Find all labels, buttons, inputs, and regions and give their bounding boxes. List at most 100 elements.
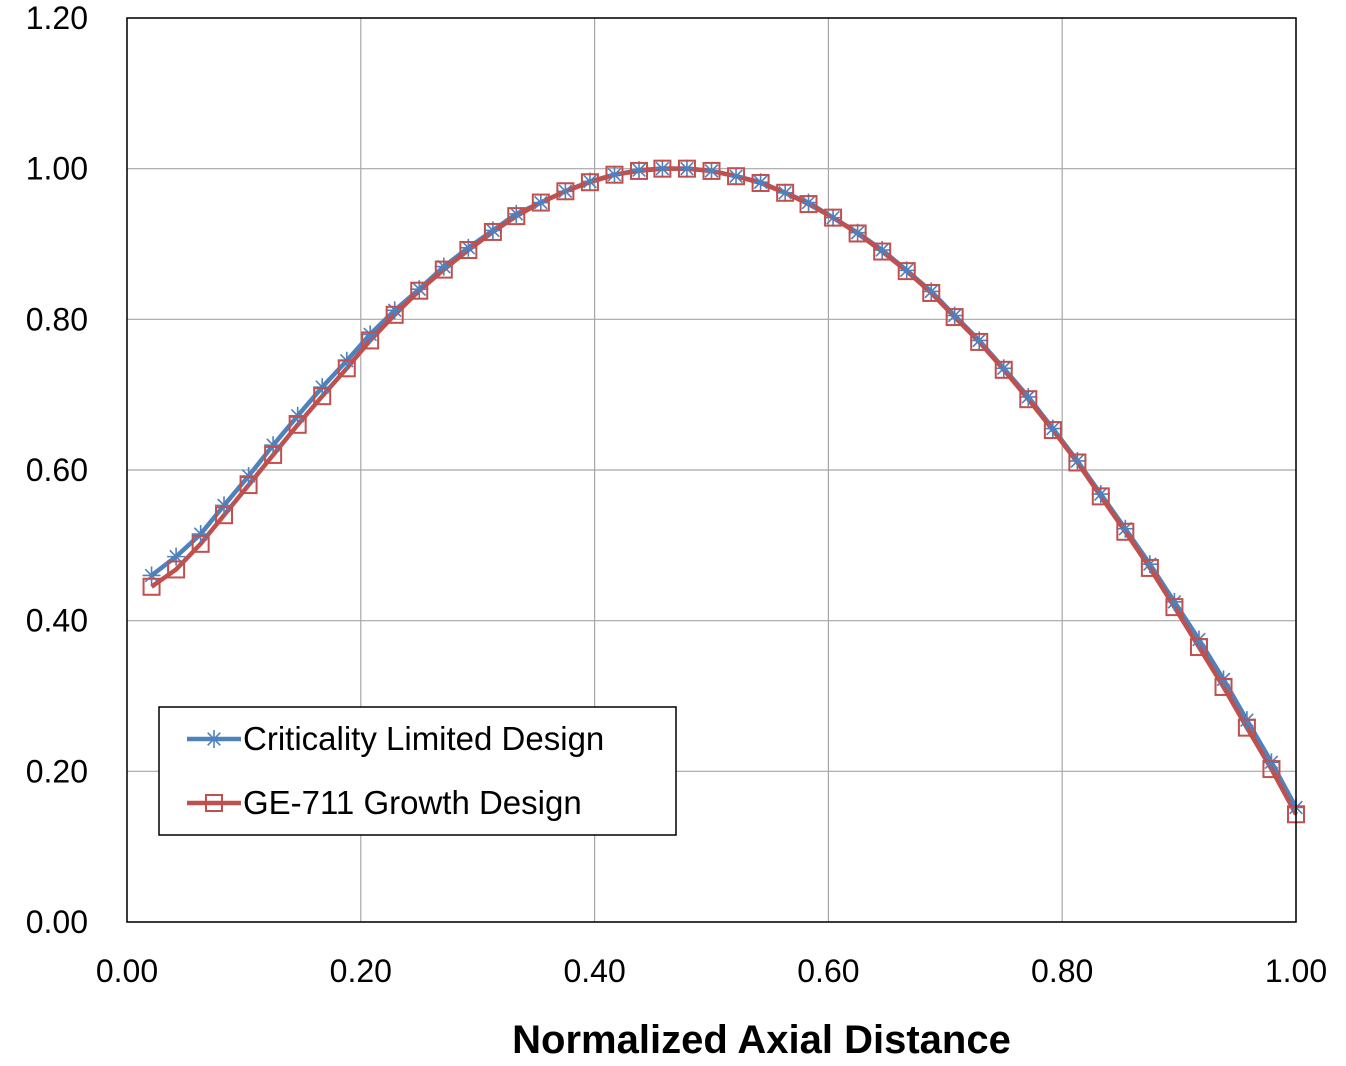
data-point-square (459, 241, 478, 260)
x-tick-label: 0.00 (96, 953, 158, 989)
data-point-square (167, 560, 186, 579)
y-tick-label: 0.00 (26, 904, 88, 940)
x-tick-label: 0.80 (1031, 953, 1093, 989)
data-point-asterisk (361, 325, 380, 344)
y-tick-label: 1.20 (26, 0, 88, 36)
data-point-asterisk (313, 378, 332, 397)
x-tick-label: 0.40 (563, 953, 625, 989)
data-point-asterisk (239, 467, 258, 486)
y-tick-label: 1.00 (26, 151, 88, 187)
data-point-asterisk (264, 436, 283, 455)
data-point-square (531, 193, 550, 212)
data-point-asterisk (824, 208, 843, 227)
data-point-square (313, 387, 332, 406)
data-point-asterisk (205, 730, 223, 748)
data-point-square (385, 305, 404, 324)
data-point-asterisk (507, 204, 526, 223)
data-point-square (1140, 558, 1159, 577)
legend-box (158, 706, 677, 836)
data-point-square (556, 182, 575, 201)
data-point-square (239, 476, 258, 495)
data-point-asterisk (142, 566, 161, 585)
data-point-square (873, 242, 892, 261)
data-point-square (1091, 487, 1110, 506)
data-point-square (1116, 522, 1135, 541)
y-tick-label: 0.60 (26, 452, 88, 488)
data-point-square (337, 359, 356, 378)
plot-area-frame (126, 17, 1297, 923)
y-tick-label: 0.80 (26, 301, 88, 337)
data-point-square (507, 207, 526, 226)
data-point-square (994, 360, 1013, 379)
data-point-asterisk (776, 183, 795, 202)
data-point-square (191, 534, 210, 553)
data-point-asterisk (1262, 753, 1281, 772)
series-line-2 (150, 166, 1298, 816)
data-point-asterisk (556, 182, 575, 201)
data-point-asterisk (702, 161, 721, 180)
data-point-square (848, 224, 867, 243)
data-point-square (1019, 390, 1038, 409)
data-point-asterisk (848, 223, 867, 242)
data-point-asterisk (605, 165, 624, 184)
data-point-square (205, 794, 223, 812)
data-point-square (751, 173, 770, 192)
legend: Criticality Limited Design GE-711 Growth … (158, 706, 677, 836)
data-point-square (922, 283, 941, 302)
data-point-square (776, 183, 795, 202)
data-point-square (702, 161, 721, 180)
data-point-square (361, 331, 380, 350)
x-tick-label: 0.20 (330, 953, 392, 989)
data-point-square (1043, 421, 1062, 440)
data-point-asterisk (1140, 555, 1159, 574)
data-point-asterisk (677, 159, 696, 178)
data-point-square (605, 165, 624, 184)
legend-label: GE-711 Growth Design (243, 784, 582, 821)
legend-entry: GE-711 Growth Design (187, 784, 582, 821)
data-point-square (1165, 598, 1184, 617)
data-point-square (630, 161, 649, 180)
y-tick-label: 0.20 (26, 753, 88, 789)
data-point-asterisk (385, 301, 404, 320)
data-point-asterisk (751, 173, 770, 192)
data-point-square (142, 577, 161, 596)
data-point-square (1189, 638, 1208, 657)
legend-entry: Criticality Limited Design (187, 720, 604, 757)
data-point-asterisk (580, 172, 599, 191)
x-axis-tick-labels: 0.00 0.20 0.40 0.60 0.80 1.00 (96, 953, 1327, 989)
data-point-square (288, 415, 307, 434)
data-point-square (410, 281, 429, 300)
data-point-square (945, 308, 964, 327)
data-point-square (799, 195, 818, 214)
data-point-square (1068, 453, 1087, 472)
data-point-square (434, 260, 453, 279)
x-tick-label: 1.00 (1265, 953, 1327, 989)
data-point-asterisk (191, 525, 210, 544)
y-tick-label: 0.40 (26, 603, 88, 639)
data-point-square (1214, 677, 1233, 696)
data-point-asterisk (653, 159, 672, 178)
data-point-square (1237, 718, 1256, 737)
x-axis-title: Normalized Axial Distance (512, 1018, 1011, 1062)
data-point-asterisk (434, 257, 453, 276)
data-point-square (970, 332, 989, 351)
data-point-asterisk (1043, 419, 1062, 438)
data-point-asterisk (727, 167, 746, 186)
data-point-square (264, 445, 283, 464)
x-tick-label: 0.60 (797, 953, 859, 989)
data-point-square (215, 506, 234, 525)
series-markers (142, 159, 1305, 824)
data-point-square (1262, 760, 1281, 779)
data-point-square (677, 159, 696, 178)
data-point-asterisk (288, 406, 307, 425)
data-point-asterisk (630, 161, 649, 180)
legend-label: Criticality Limited Design (243, 720, 604, 757)
data-point-asterisk (945, 306, 964, 325)
data-point-square (727, 167, 746, 186)
data-point-square (580, 173, 599, 192)
data-point-square (653, 159, 672, 178)
data-point-asterisk (215, 496, 234, 515)
data-point-square (897, 262, 916, 281)
data-point-asterisk (897, 261, 916, 280)
